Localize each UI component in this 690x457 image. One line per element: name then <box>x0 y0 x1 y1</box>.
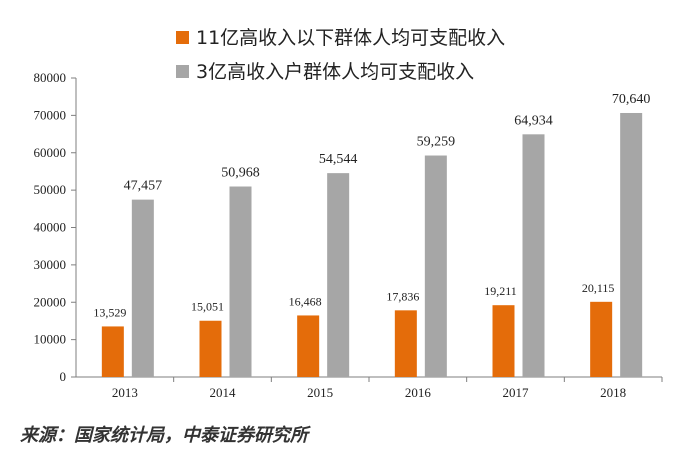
bar-low-2015 <box>297 315 320 377</box>
x-tick-label: 2014 <box>210 385 237 400</box>
x-tick-label: 2016 <box>405 385 432 400</box>
bar-low-2016 <box>394 310 417 377</box>
data-label-low-2014: 15,051 <box>191 300 224 314</box>
legend-swatch-2 <box>176 65 189 78</box>
data-label-high-2018: 70,640 <box>612 92 651 107</box>
y-tick-label: 40000 <box>34 220 67 235</box>
axes: 0 10000 20000 30000 40000 50000 60000 70000 8000… <box>34 70 663 400</box>
x-tick-label: 2015 <box>307 385 333 400</box>
bar-high-2014 <box>229 186 252 377</box>
bar-high-2015 <box>327 173 350 377</box>
x-tick-label: 2013 <box>112 385 138 400</box>
bar-low-2013 <box>101 326 124 377</box>
data-label-high-2016: 59,259 <box>417 135 456 150</box>
bar-low-2018 <box>590 301 613 377</box>
y-tick-label: 0 <box>60 369 67 384</box>
y-tick-label: 80000 <box>34 70 67 85</box>
y-tick-label: 60000 <box>34 145 67 160</box>
y-tick-label: 10000 <box>34 332 67 347</box>
bar-low-2017 <box>492 305 515 377</box>
bar-high-2017 <box>522 134 545 377</box>
data-labels: 13,529 47,457 15,051 50,968 16,468 54,544 17,8… <box>93 92 650 319</box>
data-label-low-2013: 13,529 <box>93 305 126 319</box>
data-label-high-2017: 64,934 <box>514 113 553 128</box>
x-tick-label: 2017 <box>503 385 530 400</box>
data-label-low-2017: 19,211 <box>484 284 517 298</box>
source-note: 来源：国家统计局，中泰证券研究所 <box>20 425 308 446</box>
data-label-low-2018: 20,115 <box>582 281 615 295</box>
y-tick-label: 50000 <box>34 182 67 197</box>
bar-high-2016 <box>424 155 447 377</box>
legend: 11亿高收入以下群体人均可支配收入 3亿高收入户群体人均可支配收入 <box>176 27 505 83</box>
bars <box>101 112 643 377</box>
data-label-low-2015: 16,468 <box>289 294 322 308</box>
y-tick-label: 30000 <box>34 257 67 272</box>
legend-label-1: 11亿高收入以下群体人均可支配收入 <box>196 27 505 49</box>
y-tick-label: 70000 <box>34 107 67 122</box>
bar-high-2013 <box>131 199 154 377</box>
data-label-high-2015: 54,544 <box>319 152 358 167</box>
data-label-low-2016: 17,836 <box>386 289 419 303</box>
x-tick-label: 2018 <box>600 385 626 400</box>
bar-low-2014 <box>199 320 222 377</box>
data-label-high-2014: 50,968 <box>221 166 260 181</box>
legend-swatch-1 <box>176 31 189 44</box>
data-label-high-2013: 47,457 <box>124 179 163 194</box>
y-tick-label: 20000 <box>34 294 67 309</box>
bar-high-2018 <box>620 112 643 377</box>
legend-label-2: 3亿高收入户群体人均可支配收入 <box>196 61 474 83</box>
